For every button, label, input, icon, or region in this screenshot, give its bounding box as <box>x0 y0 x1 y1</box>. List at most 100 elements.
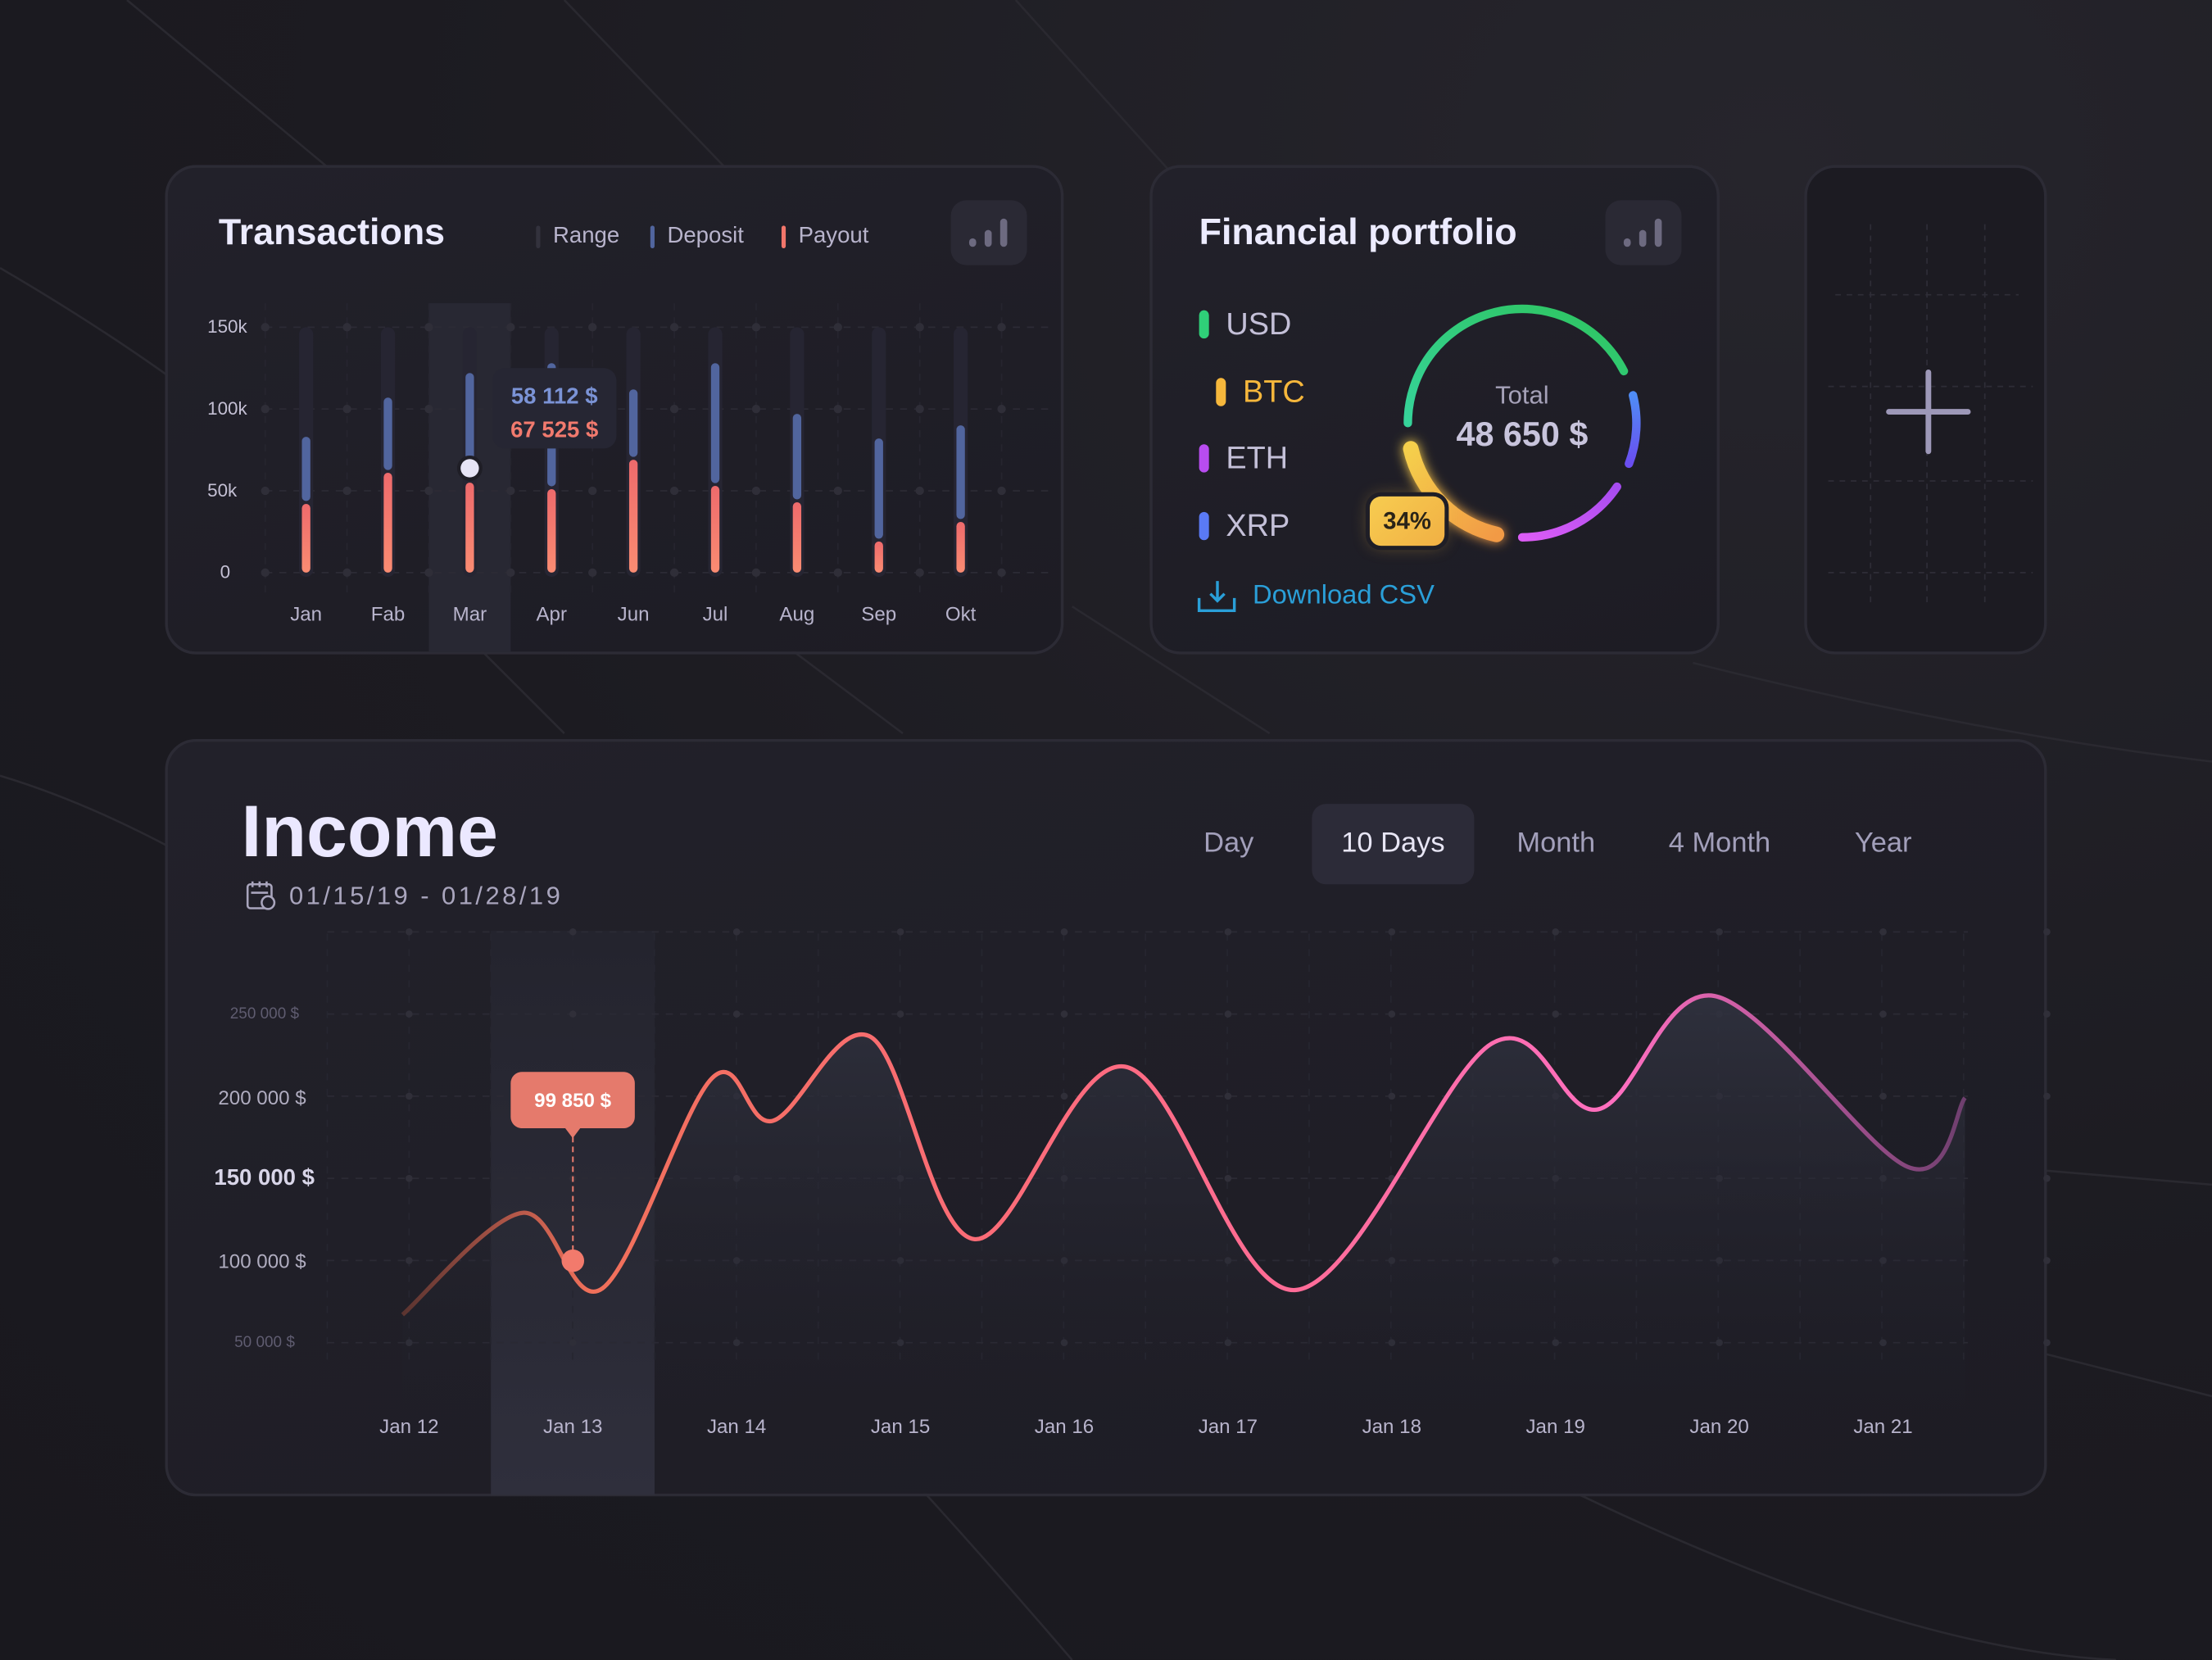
grid-dot <box>896 928 904 936</box>
grid-dot <box>1552 1010 1560 1018</box>
bar-chart-icon-bar <box>999 218 1008 247</box>
income-marker[interactable] <box>561 1249 585 1272</box>
grid-dot <box>424 486 433 496</box>
portfolio-legend-usd[interactable]: USD <box>1199 306 1291 343</box>
deposit-bar <box>710 363 720 483</box>
grid-dot <box>1388 1092 1396 1100</box>
placeholder-grid <box>1828 224 2033 605</box>
grid-dot <box>1879 1010 1887 1018</box>
grid-dot <box>1060 928 1068 936</box>
tab-month[interactable]: Month <box>1516 828 1596 859</box>
payout-bar <box>547 489 556 573</box>
x-tick: Jul <box>702 601 728 625</box>
grid-dot <box>833 323 842 332</box>
income-tooltip: 99 850 $ <box>510 1072 635 1129</box>
legend-payout[interactable]: Payout <box>781 225 868 250</box>
portfolio-chart-button[interactable] <box>1605 200 1682 265</box>
download-csv-link[interactable]: Download CSV <box>1196 578 1435 615</box>
grid-dot <box>342 568 351 578</box>
grid-dot <box>1879 928 1887 936</box>
grid-dot <box>569 928 577 936</box>
hover-marker[interactable] <box>460 459 479 478</box>
grid-dot <box>1552 928 1560 936</box>
grid-dot <box>261 405 270 414</box>
income-area <box>402 995 1965 1411</box>
grid-dot <box>424 568 433 578</box>
donut-segment-xrp <box>1625 391 1641 469</box>
grid-dot <box>669 568 679 578</box>
grid-dot <box>2043 1010 2051 1018</box>
legend-label: BTC <box>1242 374 1305 410</box>
tab-10-days[interactable]: 10 Days <box>1312 804 1475 885</box>
payout-bar <box>628 460 638 573</box>
grid-dot <box>732 1010 741 1018</box>
grid-dot <box>506 486 515 496</box>
transactions-chart-button[interactable] <box>950 200 1027 265</box>
x-tick: Aug <box>779 601 815 625</box>
grid-dot <box>261 486 270 496</box>
grid-dot <box>1224 1092 1232 1100</box>
portfolio-legend-xrp[interactable]: XRP <box>1199 508 1290 545</box>
date-range-text: 01/15/19 - 01/28/19 <box>288 880 564 909</box>
bar-chart-icon-bar <box>984 229 992 247</box>
income-title: Income <box>241 791 498 873</box>
portfolio-legend-eth[interactable]: ETH <box>1199 440 1288 477</box>
x-tick: Jan 17 <box>1198 1414 1258 1438</box>
x-tick: Jan 14 <box>706 1414 767 1438</box>
legend-label: ETH <box>1226 440 1289 476</box>
y-tick: 100k <box>207 397 247 420</box>
y-tick: 200 000 $ <box>218 1086 306 1109</box>
grid-dot <box>997 486 1006 496</box>
legend-deposit[interactable]: Deposit <box>650 225 744 250</box>
grid-dot <box>915 486 924 496</box>
grid-dot <box>406 1010 413 1018</box>
grid-dot <box>997 405 1006 414</box>
tooltip-payout: 67 525 $ <box>510 419 599 443</box>
legend-range[interactable]: Range <box>536 225 619 250</box>
grid-dot <box>669 486 679 496</box>
grid-dot <box>588 323 597 332</box>
deposit-bar <box>301 437 310 501</box>
transactions-tooltip: 58 112 $ 67 525 $ <box>492 368 617 449</box>
grid-dot <box>2043 1092 2051 1100</box>
x-tick: Jan <box>290 601 323 625</box>
btc-swatch <box>1216 378 1226 406</box>
grid-dot <box>506 323 515 332</box>
payout-bar <box>956 521 965 573</box>
payout-bar <box>874 541 883 573</box>
transactions-title: Transactions <box>218 210 446 253</box>
x-tick: Jan 19 <box>1525 1414 1585 1438</box>
x-tick: Jan 16 <box>1034 1414 1095 1438</box>
grid-dot <box>406 1174 413 1182</box>
grid-dot <box>997 323 1006 332</box>
x-tick: Jun <box>617 601 650 625</box>
grid-dot <box>2043 1339 2051 1346</box>
grid-dot <box>2043 928 2051 936</box>
y-tick: 150k <box>207 315 247 338</box>
range-swatch <box>536 225 541 248</box>
grid-dot <box>506 568 515 578</box>
bar-chart-icon <box>968 238 977 247</box>
tab-4-month[interactable]: 4 Month <box>1668 828 1771 859</box>
grid-dot <box>833 486 842 496</box>
tooltip-pointer <box>564 1127 582 1139</box>
legend-label: XRP <box>1226 507 1290 543</box>
grid-dot <box>751 405 761 414</box>
tab-day[interactable]: Day <box>1203 828 1254 859</box>
add-widget-card[interactable] <box>1804 165 2047 655</box>
portfolio-legend-btc[interactable]: BTC <box>1216 374 1305 410</box>
date-range[interactable]: 01/15/19 - 01/28/19 <box>246 880 564 911</box>
grid-dot <box>1224 1174 1232 1182</box>
usd-swatch <box>1199 310 1209 339</box>
tab-year[interactable]: Year <box>1854 828 1912 859</box>
bar-chart-icon-bar <box>1654 218 1662 247</box>
plus-icon[interactable] <box>1884 368 1972 456</box>
total-value: 48 650 $ <box>1456 415 1589 455</box>
x-tick: Jan 21 <box>1853 1414 1913 1438</box>
download-label: Download CSV <box>1253 581 1435 611</box>
deposit-bar <box>465 373 474 480</box>
grid-dot <box>669 405 679 414</box>
deposit-bar <box>874 438 883 539</box>
